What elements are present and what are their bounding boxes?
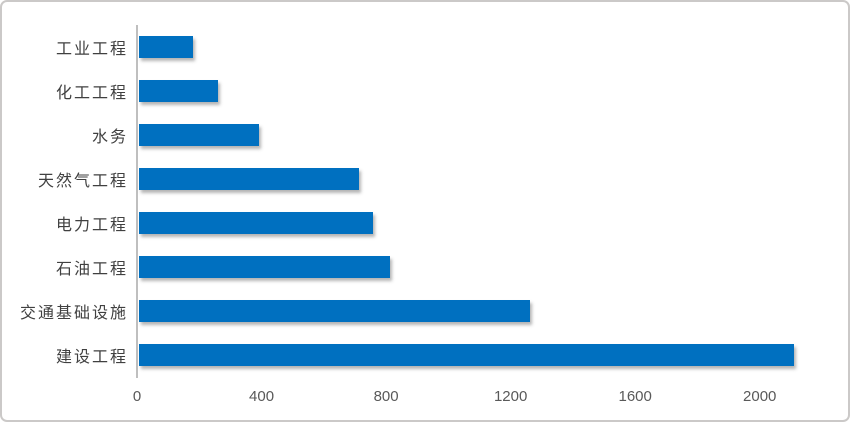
bar-电力工程 — [139, 212, 373, 234]
bar-建设工程 — [139, 344, 794, 366]
category-label: 水务 — [91, 129, 128, 146]
category-label: 化工工程 — [55, 85, 128, 102]
x-tick-label: 1200 — [493, 388, 528, 405]
x-tick-label: 800 — [373, 388, 399, 405]
category-label: 交通基础设施 — [19, 305, 128, 322]
category-label: 石油工程 — [55, 261, 128, 278]
x-tick-label: 400 — [249, 388, 275, 405]
bar-化工工程 — [139, 80, 218, 102]
bar-天然气工程 — [139, 168, 359, 190]
x-tick-label: 1600 — [618, 388, 652, 405]
x-tick-label: 2000 — [743, 388, 777, 405]
bar-工业工程 — [139, 36, 193, 58]
bar-交通基础设施 — [139, 300, 530, 322]
category-label: 工业工程 — [55, 41, 128, 58]
bar-石油工程 — [139, 256, 390, 278]
x-tick-label: 0 — [132, 388, 142, 405]
category-axis-line — [136, 25, 138, 378]
category-label: 天然气工程 — [37, 173, 128, 190]
bar-水务 — [139, 124, 259, 146]
category-label: 建设工程 — [55, 349, 128, 366]
category-label: 电力工程 — [55, 217, 128, 234]
